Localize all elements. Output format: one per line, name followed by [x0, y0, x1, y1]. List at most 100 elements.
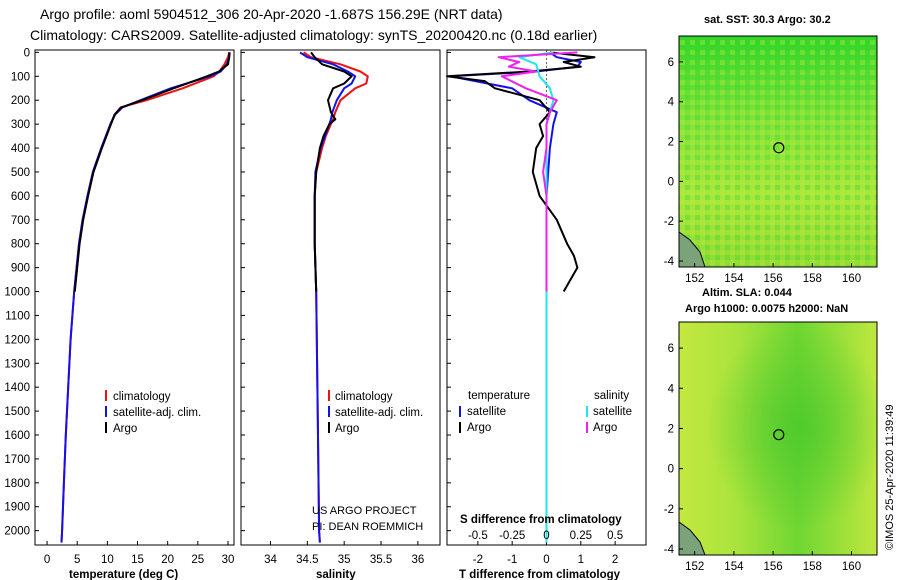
temperature-panel: 0 5 10 15 20 25 30 temperature (deg C) climato… — [34, 49, 235, 580]
difference-x-tick-label: 2 — [612, 554, 618, 566]
sst-map-x-tick-label: 160 — [842, 273, 861, 285]
s-difference-tick-label: 0.25 — [570, 530, 592, 542]
sla-map-y-tick-label: 2 — [668, 423, 674, 435]
legend-satellite-adj: satellite-adj. clim. — [335, 407, 423, 419]
sla-map-x-tick-label: 156 — [764, 561, 783, 573]
temperature-x-tick-label: 15 — [131, 554, 144, 566]
salinity-series — [299, 51, 369, 543]
salinity-x-tick-label: 34.5 — [296, 554, 318, 566]
sst-map-texture — [679, 36, 877, 267]
depth-tick-label: 1500 — [4, 406, 30, 418]
temperature-x-tick-label: 5 — [74, 554, 80, 566]
sla-map-x-tick-label: 154 — [724, 561, 744, 573]
difference-series-salinity-satellite — [518, 51, 555, 543]
depth-tick-label: 1800 — [4, 478, 30, 490]
sla-map-argo-marker — [773, 429, 785, 441]
depth-tick-label: 700 — [11, 215, 30, 227]
legend-argo: Argo — [113, 423, 137, 435]
legend-swatch-argo — [105, 422, 107, 433]
sst-map-x-tick-label: 154 — [724, 273, 744, 285]
sst-map-y-tick-label: 2 — [668, 137, 674, 149]
legend-swatch-t-argo — [459, 422, 461, 433]
legend-swatch-climatology — [328, 390, 330, 401]
salinity-x-tick-label: 35.5 — [370, 554, 392, 566]
sla-map-frame — [678, 321, 878, 556]
depth-tick-label: 1400 — [4, 382, 30, 394]
sla-map-subtitle: Argo h1000: 0.0075 h2000: NaN — [685, 303, 848, 315]
sst-map-ticks: 152 154 156 158 160 6 4 2 0 -2 -4 — [664, 57, 861, 285]
salinity-axes-frame — [240, 49, 441, 546]
legend-argo: Argo — [335, 423, 359, 435]
legend-swatch-climatology — [105, 390, 107, 401]
difference-x-tick-label: 1 — [578, 554, 584, 566]
credit-pi: PI: DEAN ROEMMICH — [312, 521, 423, 533]
sla-map-x-tick-label: 158 — [803, 561, 822, 573]
depth-tick-label: 0 — [24, 47, 30, 59]
sst-map-y-tick-label: -4 — [664, 256, 675, 268]
difference-series-salinity-argo — [497, 51, 578, 292]
sst-map-x-tick-label: 156 — [764, 273, 783, 285]
sla-map-anomaly — [679, 322, 877, 555]
temperature-x-tick-label: 10 — [101, 554, 114, 566]
temperature-x-tick-label: 0 — [44, 554, 50, 566]
sla-map-ticks: 152 154 156 158 160 6 4 2 0 -2 -4 — [664, 343, 861, 573]
depth-tick-label: 300 — [11, 119, 30, 131]
temperature-legend: climatology satellite-adj. clim. Argo — [105, 390, 201, 435]
salinity-panel: 34 34.5 35 35.5 36 salinity climatology sate… — [240, 49, 441, 580]
sla-map-y-tick-label: -4 — [664, 544, 675, 556]
depth-tick-label: 100 — [11, 71, 30, 83]
sla-map-y-tick-label: 6 — [668, 343, 674, 355]
s-difference-tick-label: -0.25 — [499, 530, 525, 542]
sst-map: sat. SST: 30.3 Argo: 30.2 152 154 156 158 16… — [664, 14, 878, 285]
depth-tick-label: 1700 — [4, 454, 30, 466]
difference-series-temperature-argo — [446, 51, 596, 292]
legend-swatch-s-satellite — [586, 406, 588, 417]
legend-swatch-satellite-adj — [328, 406, 330, 417]
temperature-series-argo — [73, 52, 231, 292]
legend-s-argo: Argo — [593, 422, 617, 434]
depth-tick-label: 1000 — [4, 287, 30, 299]
depth-tick-label: 800 — [11, 239, 30, 251]
salinity-x-ticks: 34 34.5 35 35.5 36 — [264, 541, 424, 566]
legend-title-salinity: salinity — [594, 390, 629, 402]
difference-series-temperature-satellite — [449, 51, 582, 543]
title-line-1: Argo profile: aoml 5904512_306 20-Apr-20… — [40, 6, 503, 22]
credit-project: US ARGO PROJECT — [312, 505, 417, 517]
sla-map-x-tick-label: 160 — [842, 561, 861, 573]
difference-x-tick-label: -1 — [507, 554, 517, 566]
temperature-series-satellite-adj-clim- — [60, 52, 231, 543]
sst-map-y-tick-label: -2 — [664, 216, 674, 228]
difference-x-tick-label: 0 — [543, 554, 549, 566]
legend-t-satellite: satellite — [467, 406, 506, 418]
temperature-x-tick-label: 25 — [191, 554, 204, 566]
legend-swatch-satellite-adj — [105, 406, 107, 417]
legend-climatology: climatology — [113, 391, 171, 403]
depth-tick-label: 1300 — [4, 358, 30, 370]
depth-tick-label: 1900 — [4, 502, 30, 514]
salinity-x-tick-label: 34 — [264, 554, 277, 566]
difference-series — [446, 50, 596, 545]
salinity-series-climatology — [303, 51, 369, 543]
depth-tick-label: 200 — [11, 95, 30, 107]
difference-panel: -2 -1 0 1 2 T difference from climatology S … — [446, 49, 647, 580]
s-difference-tick-label: 0.5 — [607, 530, 623, 542]
s-difference-x-label: S difference from climatology — [460, 514, 622, 526]
timestamp: ©IMOS 25-Apr-2020 11:39:49 — [884, 405, 896, 550]
temperature-series — [60, 52, 231, 543]
temperature-axes-frame — [34, 49, 235, 546]
temperature-x-ticks: 0 5 10 15 20 25 30 — [44, 541, 234, 566]
sla-map-title: Altim. SLA: 0.044 — [702, 287, 793, 299]
difference-x-tick-label: -2 — [473, 554, 483, 566]
sla-map-x-tick-label: 152 — [685, 561, 704, 573]
salinity-x-tick-label: 35 — [338, 554, 351, 566]
sla-map-y-tick-label: 0 — [668, 464, 674, 476]
sla-map-y-tick-label: 4 — [668, 383, 675, 395]
s-difference-tick-labels: -0.5 -0.25 0 0.25 0.5 — [468, 530, 623, 542]
s-difference-tick-label: 0 — [543, 530, 549, 542]
title-line-2: Climatology: CARS2009. Satellite-adjuste… — [30, 27, 597, 43]
temperature-x-tick-label: 20 — [161, 554, 174, 566]
depth-tick-label: 600 — [11, 191, 30, 203]
depth-tick-label: 1600 — [4, 430, 30, 442]
sst-map-frame — [678, 35, 878, 268]
depth-tick-label: 2000 — [4, 526, 30, 538]
